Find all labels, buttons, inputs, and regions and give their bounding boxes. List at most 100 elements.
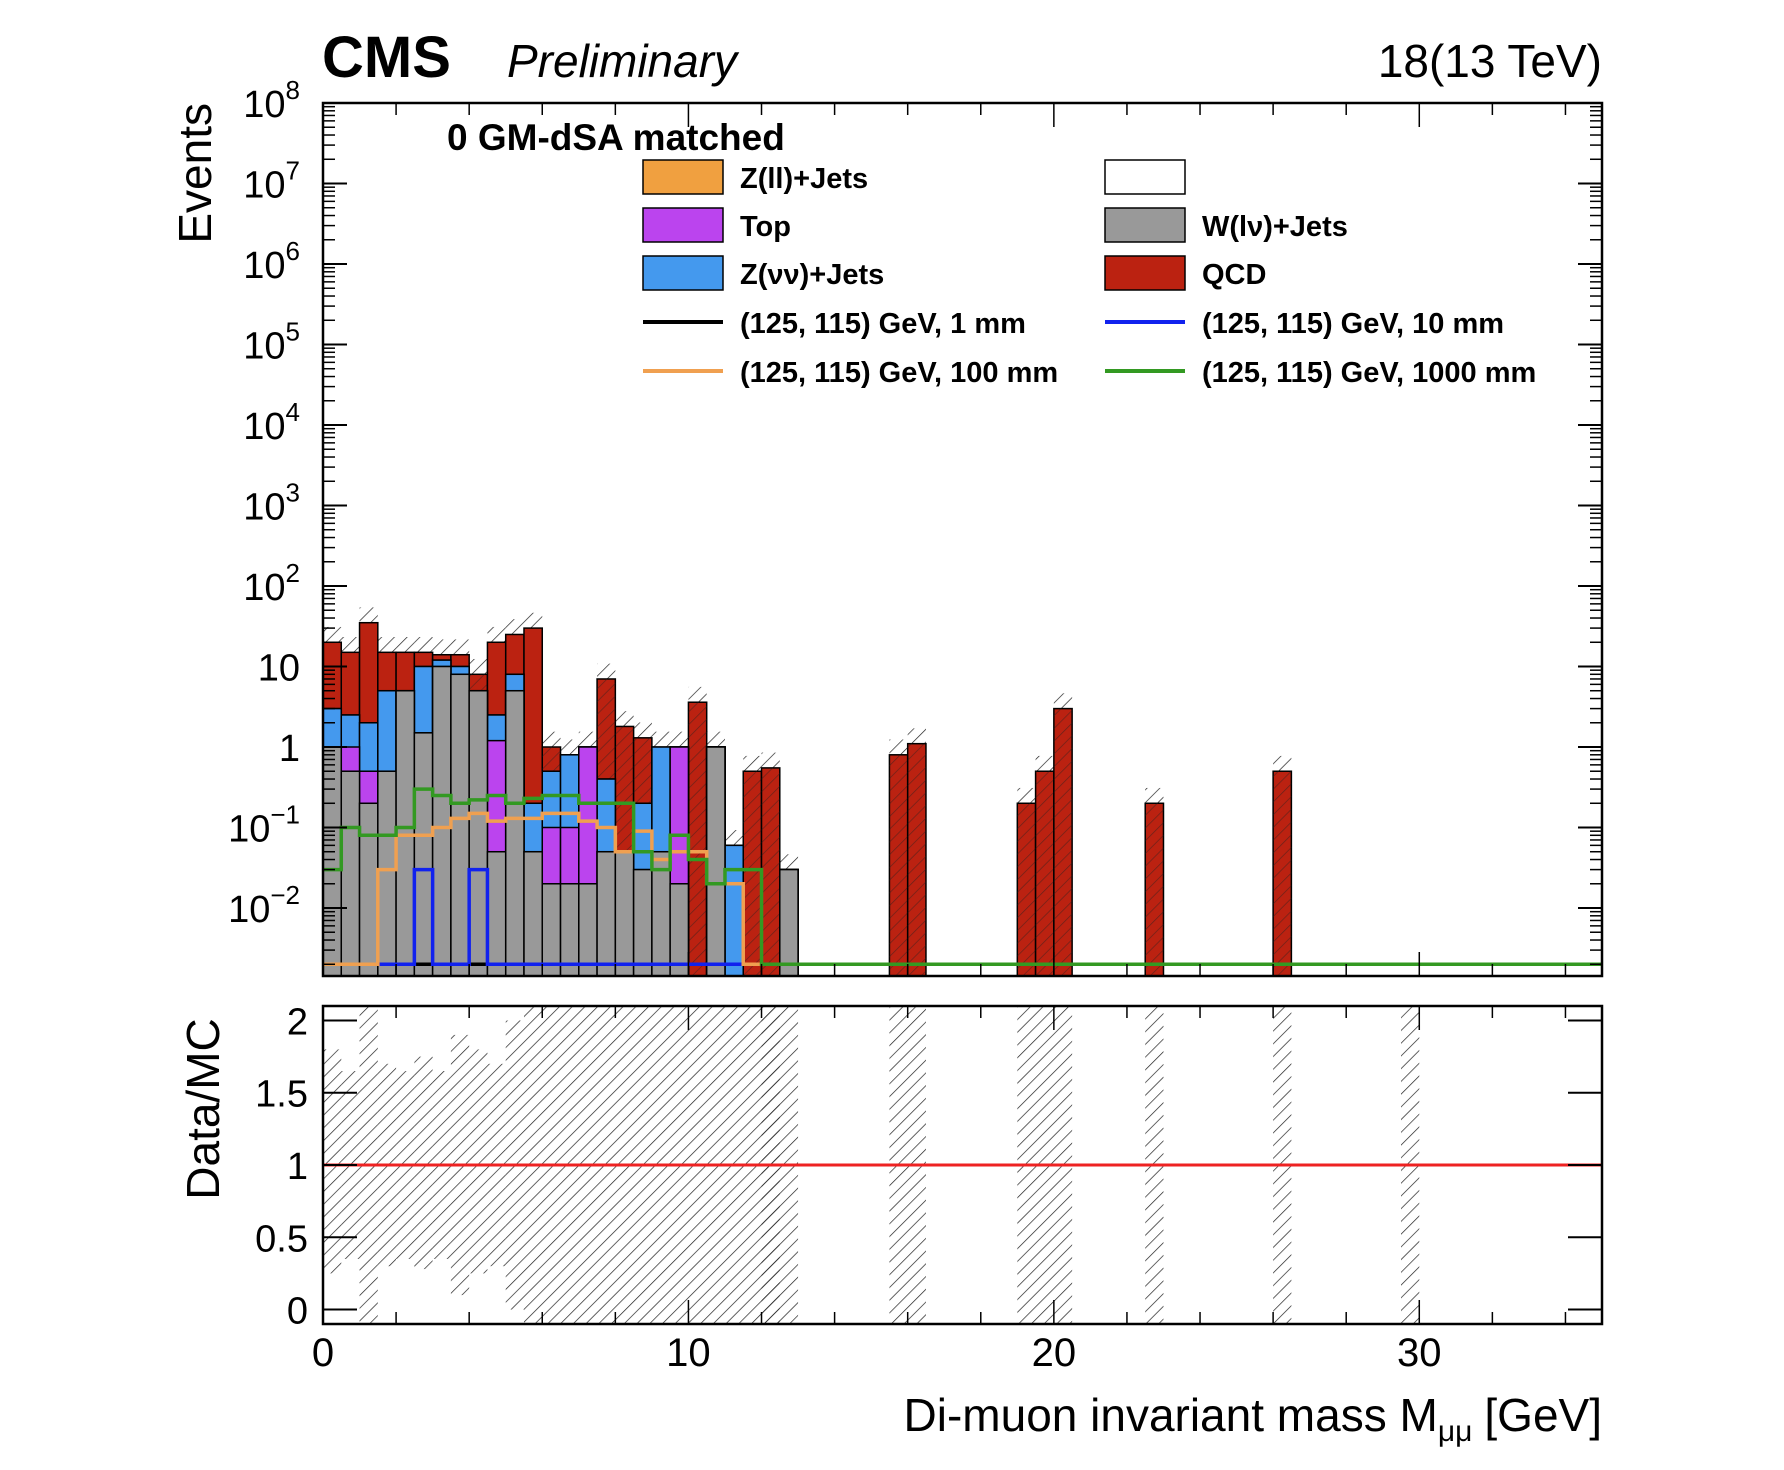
x-axis-unit: [GeV] bbox=[1484, 1389, 1602, 1441]
ratio-hatch-bin bbox=[469, 1049, 488, 1274]
histogram-bar bbox=[705, 746, 726, 977]
main-plot-frame bbox=[321, 101, 1604, 978]
ratio-panel: 00.511.520 10 20 30 Data/MC bbox=[177, 1001, 1604, 1375]
experiment-label: CMS bbox=[322, 25, 451, 90]
x-axis-label: Di-muon invariant mass bbox=[904, 1389, 1387, 1441]
histogram-bar bbox=[724, 844, 744, 977]
y-tick-base: 10 bbox=[243, 245, 285, 287]
legend-label: (125, 115) GeV, 10 mm bbox=[1202, 308, 1504, 340]
signal-curve bbox=[323, 867, 1602, 967]
x-tick-label: 20 bbox=[1032, 1331, 1077, 1375]
bar-hatch bbox=[889, 754, 908, 976]
legend-entry: Z(νν)+Jets bbox=[642, 255, 884, 291]
bar-hatch bbox=[688, 702, 707, 976]
ratio-plot-frame bbox=[321, 1004, 1604, 1326]
y-tick-exponent: −2 bbox=[270, 880, 300, 910]
ratio-y-tick-label: 0 bbox=[287, 1291, 308, 1333]
ratio-axes: 00.511.520 10 20 30 bbox=[255, 1001, 1602, 1375]
legend-entry: (125, 115) GeV, 1000 mm bbox=[1105, 357, 1536, 389]
y-axis-label-events: Events bbox=[169, 103, 221, 244]
ratio-y-tick-label: 2 bbox=[287, 1001, 308, 1043]
x-axis-symbol: M bbox=[1399, 1389, 1437, 1441]
ratio-hatch-bin bbox=[323, 1049, 342, 1274]
histogram-bar bbox=[779, 868, 799, 977]
histogram-bar bbox=[468, 689, 489, 977]
histogram-bar bbox=[450, 673, 470, 977]
signal-curve bbox=[323, 787, 1602, 967]
y-tick-label: 108 bbox=[243, 75, 300, 126]
y-tick-base: 10 bbox=[228, 809, 270, 851]
y-tick-base: 10 bbox=[243, 487, 285, 529]
bar-hatch bbox=[1053, 708, 1073, 976]
legend-label: (125, 115) GeV, 100 mm bbox=[740, 357, 1058, 389]
legend: Z(ll)+Jets Top W(lν)+Jets Z(νν)+Jets QCD (125… bbox=[642, 159, 1536, 389]
histogram-bar bbox=[559, 883, 580, 977]
histogram-bar bbox=[541, 883, 562, 977]
legend-entry: W(lν)+Jets bbox=[1104, 207, 1348, 243]
lumi-label: 18(13 TeV) bbox=[1378, 35, 1602, 87]
histogram-bar bbox=[377, 770, 397, 977]
y-tick-exponent: 7 bbox=[286, 156, 300, 186]
histogram-bar bbox=[614, 850, 635, 977]
legend-swatch bbox=[1104, 207, 1186, 243]
y-tick-label: 106 bbox=[243, 236, 300, 287]
histogram-bar bbox=[523, 850, 544, 977]
legend-entry: Top bbox=[642, 207, 791, 243]
bar-hatch bbox=[743, 771, 762, 976]
y-tick-label: 105 bbox=[243, 317, 300, 368]
histogram-bar bbox=[504, 689, 525, 977]
y-tick-label: 103 bbox=[243, 478, 300, 529]
y-tick-label: 1 bbox=[279, 728, 300, 770]
legend-swatch bbox=[1104, 159, 1186, 195]
y-tick-base: 10 bbox=[243, 165, 285, 207]
y-tick-label: 10−2 bbox=[228, 880, 300, 931]
bar-hatch bbox=[1273, 771, 1292, 976]
region-annotation: 0 GM-dSA matched bbox=[447, 117, 785, 158]
legend-entry: QCD bbox=[1104, 255, 1266, 291]
y-tick-label: 102 bbox=[243, 558, 300, 609]
x-tick-label: 30 bbox=[1397, 1331, 1442, 1375]
legend-entry: Z(ll)+Jets bbox=[642, 159, 868, 195]
ratio-hatch-bin bbox=[414, 1056, 433, 1270]
legend-entry bbox=[1104, 159, 1186, 195]
bar-hatch bbox=[761, 767, 780, 976]
x-tick-label: 10 bbox=[666, 1331, 711, 1375]
legend-entry: (125, 115) GeV, 100 mm bbox=[643, 357, 1058, 389]
y-tick-exponent: 2 bbox=[286, 558, 300, 588]
y-tick-base: 10 bbox=[228, 889, 270, 931]
signal-curves bbox=[323, 787, 1602, 967]
bar-hatch bbox=[1145, 803, 1164, 976]
histogram-bar bbox=[596, 850, 617, 977]
bar-hatch bbox=[1035, 771, 1054, 976]
stacked-histogram bbox=[322, 621, 1293, 977]
ratio-y-tick-label: 1 bbox=[287, 1146, 308, 1188]
y-axis-label-ratio: Data/MC bbox=[177, 1018, 229, 1199]
y-tick-base: 10 bbox=[243, 406, 285, 448]
histogram-bar bbox=[486, 850, 507, 977]
y-tick-exponent: 6 bbox=[286, 236, 300, 266]
histogram-bar bbox=[358, 802, 379, 977]
legend-label: Z(νν)+Jets bbox=[740, 259, 884, 291]
legend-label: Z(ll)+Jets bbox=[740, 163, 868, 195]
histogram-bar bbox=[431, 665, 452, 977]
y-tick-exponent: 5 bbox=[286, 317, 300, 347]
x-tick-label: 0 bbox=[312, 1331, 334, 1375]
legend-entry: (125, 115) GeV, 10 mm bbox=[1105, 308, 1504, 340]
bar-hatch bbox=[1017, 803, 1036, 976]
status-label: Preliminary bbox=[507, 35, 740, 87]
y-tick-label: 107 bbox=[243, 156, 300, 207]
y-tick-exponent: −1 bbox=[270, 800, 300, 830]
legend-label: (125, 115) GeV, 1 mm bbox=[740, 308, 1026, 340]
legend-swatch bbox=[1104, 255, 1186, 291]
histogram-bar bbox=[413, 732, 434, 977]
y-tick-base: 10 bbox=[243, 567, 285, 609]
legend-label: (125, 115) GeV, 1000 mm bbox=[1202, 357, 1536, 389]
y-tick-exponent: 8 bbox=[286, 75, 300, 105]
histogram-bar bbox=[395, 689, 416, 977]
ratio-y-tick-label: 1.5 bbox=[255, 1074, 308, 1116]
y-tick-exponent: 4 bbox=[286, 397, 300, 427]
legend-swatch bbox=[642, 159, 724, 195]
histogram-bar bbox=[322, 746, 343, 977]
